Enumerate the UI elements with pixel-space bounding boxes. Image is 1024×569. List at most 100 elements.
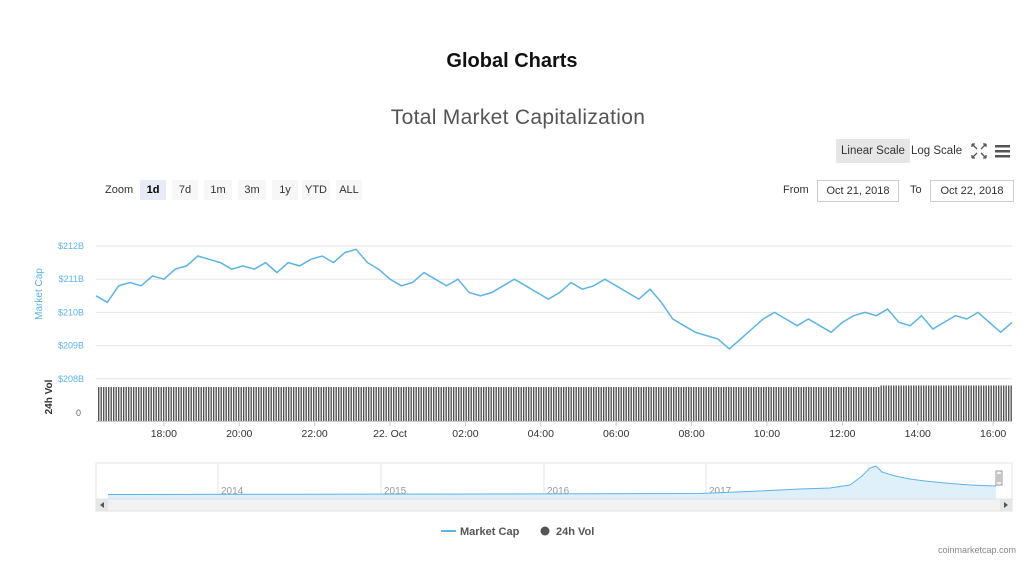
volume-bar	[808, 387, 810, 421]
volume-bar	[580, 387, 582, 421]
volume-bar	[128, 387, 130, 421]
zoom-1d-button[interactable]: 1d	[140, 180, 166, 200]
volume-bar	[608, 387, 610, 421]
volume-bar	[900, 385, 902, 421]
volume-bar	[318, 387, 320, 421]
log-scale-button[interactable]: Log Scale	[911, 145, 963, 157]
volume-bar	[593, 387, 595, 421]
volume-bar	[433, 387, 435, 421]
volume-bar	[713, 387, 715, 421]
y-axis-label: Market Cap	[34, 268, 45, 320]
linear-scale-button[interactable]: Linear Scale	[836, 139, 910, 163]
volume-bar	[983, 385, 985, 421]
volume-bar	[990, 385, 992, 421]
volume-bar	[228, 387, 230, 421]
volume-bar	[195, 387, 197, 421]
zoom-1y-button[interactable]: 1y	[272, 180, 298, 200]
volume-bar	[720, 387, 722, 421]
navigator-year-label: 2017	[709, 486, 732, 497]
volume-bar	[388, 387, 390, 421]
volume-bar	[753, 387, 755, 421]
volume-bar	[728, 387, 730, 421]
volume-bar	[513, 387, 515, 421]
volume-bar	[893, 385, 895, 421]
volume-bar	[840, 387, 842, 421]
volume-bar	[638, 387, 640, 421]
volume-bar	[523, 387, 525, 421]
volume-bar	[218, 387, 220, 421]
volume-bar	[265, 387, 267, 421]
zoom-ytd-button[interactable]: YTD	[302, 180, 330, 200]
volume-bar	[135, 387, 137, 421]
volume-bar	[140, 387, 142, 421]
volume-bar	[468, 387, 470, 421]
volume-bar	[640, 387, 642, 421]
volume-bar	[565, 387, 567, 421]
legend-item-market-cap[interactable]: Market Cap	[441, 526, 520, 538]
volume-bar	[735, 387, 737, 421]
volume-bar	[648, 387, 650, 421]
volume-bar	[330, 387, 332, 421]
volume-bar	[705, 387, 707, 421]
y-tick-label: $208B	[58, 374, 84, 384]
volume-bar	[300, 387, 302, 421]
volume-bar	[908, 385, 910, 421]
volume-bar	[335, 387, 337, 421]
volume-bar	[938, 385, 940, 421]
volume-bar	[763, 387, 765, 421]
volume-bar	[708, 387, 710, 421]
volume-bar	[848, 387, 850, 421]
zoom-7d-button[interactable]: 7d	[172, 180, 198, 200]
volume-bar	[273, 387, 275, 421]
volume-bar	[423, 387, 425, 421]
volume-bar	[725, 387, 727, 421]
volume-bar	[213, 387, 215, 421]
volume-axis-label: 24h Vol	[44, 379, 55, 414]
volume-bar	[850, 387, 852, 421]
volume-bar	[1008, 385, 1010, 421]
volume-bar	[260, 387, 262, 421]
volume-bar	[153, 387, 155, 421]
volume-bar	[125, 387, 127, 421]
volume-bar	[755, 387, 757, 421]
hamburger-menu-icon[interactable]	[994, 142, 1012, 160]
volume-bar	[620, 387, 622, 421]
volume-bar	[595, 387, 597, 421]
zoom-1m-button[interactable]: 1m	[204, 180, 232, 200]
volume-bar	[225, 387, 227, 421]
volume-bar	[853, 387, 855, 421]
volume-bar	[863, 387, 865, 421]
volume-bar	[138, 387, 140, 421]
volume-bar	[985, 385, 987, 421]
legend-item-volume[interactable]: 24h Vol	[540, 526, 595, 538]
fullscreen-icon[interactable]	[970, 142, 988, 160]
volume-bar	[825, 387, 827, 421]
volume-bar	[413, 387, 415, 421]
credit-link[interactable]: coinmarketcap.com	[937, 545, 1016, 555]
volume-bar	[698, 387, 700, 421]
volume-bar	[785, 387, 787, 421]
volume-bar	[380, 387, 382, 421]
y-tick-label: $210B	[58, 307, 84, 317]
scroll-left-arrow-icon[interactable]	[96, 499, 108, 511]
to-date-input[interactable]: Oct 22, 2018	[930, 180, 1014, 202]
volume-bar	[478, 387, 480, 421]
navigator-handle[interactable]	[995, 470, 1003, 486]
zoom-3m-button[interactable]: 3m	[238, 180, 266, 200]
volume-bar	[240, 387, 242, 421]
volume-bar	[130, 387, 132, 421]
volume-bar	[688, 387, 690, 421]
volume-bar	[885, 385, 887, 421]
volume-bar	[100, 387, 102, 421]
volume-bar	[278, 387, 280, 421]
volume-bar	[190, 387, 192, 421]
volume-bar	[298, 387, 300, 421]
volume-bar	[98, 387, 100, 421]
navigator-scrollbar[interactable]	[95, 498, 1013, 512]
y-axis-ticks: $212B $211B $210B $209B $208B	[58, 241, 84, 384]
zoom-all-button[interactable]: ALL	[336, 180, 362, 200]
from-date-input[interactable]: Oct 21, 2018	[817, 180, 899, 202]
volume-bar	[680, 387, 682, 421]
scroll-right-arrow-icon[interactable]	[1000, 499, 1012, 511]
